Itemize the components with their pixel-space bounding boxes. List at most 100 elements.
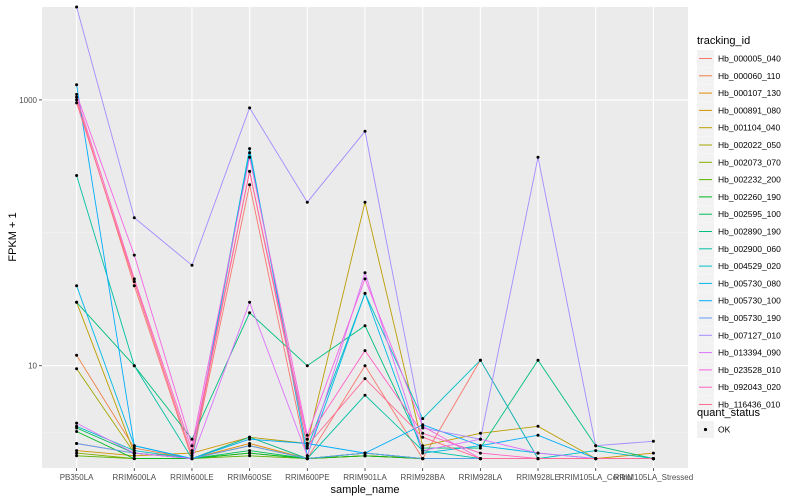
- data-point: [363, 454, 367, 458]
- data-point: [75, 424, 79, 428]
- data-point: [305, 200, 309, 204]
- data-point: [363, 364, 367, 368]
- legend2-point: [703, 427, 708, 432]
- data-point: [536, 433, 540, 437]
- data-point: [363, 200, 367, 204]
- x-tick-label: RRIM928BA: [400, 473, 445, 482]
- data-point: [132, 454, 136, 458]
- legend-label: Hb_013394_090: [718, 348, 781, 358]
- data-point: [248, 311, 252, 315]
- legend-label: Hb_000060_110: [718, 71, 781, 81]
- data-point: [75, 454, 79, 458]
- legend-label: Hb_000891_080: [718, 105, 781, 115]
- legend-label: Hb_023528_010: [718, 365, 781, 375]
- y-axis-title: FPKM + 1: [7, 212, 19, 261]
- data-point: [190, 451, 194, 455]
- data-point: [75, 449, 79, 453]
- data-point: [132, 277, 136, 281]
- data-point: [363, 324, 367, 328]
- legend-title: tracking_id: [697, 35, 750, 47]
- x-tick-label: RRIM600LA: [112, 473, 156, 482]
- legend-label: Hb_004529_020: [718, 261, 781, 271]
- x-axis-ticks: PB350LA RRIM600LA RRIM600LE RRIM600SE RRIM60…: [60, 468, 693, 482]
- data-point: [75, 442, 79, 445]
- y-tick-label: 10: [28, 362, 37, 371]
- legend-label: Hb_002890_190: [718, 227, 781, 237]
- data-point: [190, 437, 194, 441]
- y-tick-label: 1000: [19, 96, 37, 105]
- data-point: [305, 437, 309, 441]
- legend2-title: quant_status: [697, 407, 760, 419]
- legend-label: Hb_005730_190: [718, 313, 781, 323]
- data-point: [421, 435, 425, 439]
- data-point: [305, 454, 309, 458]
- data-point: [305, 457, 309, 461]
- data-point: [132, 364, 136, 368]
- data-point: [536, 155, 540, 159]
- data-point: [421, 431, 425, 435]
- data-point: [594, 444, 598, 448]
- data-point: [363, 291, 367, 295]
- legend-label: Hb_005730_080: [718, 278, 781, 288]
- data-point: [363, 393, 367, 397]
- data-point: [248, 449, 252, 453]
- x-tick-label: RRIM901LA: [343, 473, 387, 482]
- data-point: [536, 457, 540, 461]
- data-point: [132, 451, 136, 455]
- data-point: [478, 431, 482, 435]
- data-point: [536, 358, 540, 362]
- tracking-id-legend: tracking_id Hb_000005_040 Hb_000060_110 Hb…: [697, 35, 781, 413]
- data-point: [75, 430, 79, 433]
- data-point: [478, 358, 482, 362]
- data-point: [305, 442, 309, 445]
- legend-label: Hb_002900_060: [718, 244, 781, 254]
- data-point: [75, 284, 79, 288]
- data-point: [75, 83, 79, 87]
- data-point: [190, 263, 194, 267]
- data-point: [363, 129, 367, 133]
- legend-label: Hb_116436_010: [718, 400, 781, 410]
- data-point: [536, 451, 540, 455]
- data-point: [363, 377, 367, 381]
- data-point: [75, 101, 79, 105]
- data-point: [75, 367, 79, 371]
- data-point: [363, 277, 367, 281]
- data-point: [421, 446, 425, 450]
- data-point: [248, 300, 252, 304]
- data-point: [651, 439, 655, 443]
- data-point: [248, 155, 252, 159]
- data-point: [248, 454, 252, 458]
- quant-status-legend: quant_status OK: [697, 407, 760, 438]
- data-point: [478, 457, 482, 461]
- data-point: [75, 98, 79, 102]
- data-point: [132, 280, 136, 283]
- data-point: [75, 300, 79, 304]
- data-point: [190, 457, 194, 461]
- data-point: [190, 444, 194, 448]
- data-points: [75, 5, 655, 461]
- data-point: [248, 106, 252, 110]
- x-tick-label: RRIM105LA_Stressed: [614, 473, 694, 482]
- data-point: [75, 5, 79, 9]
- data-point: [421, 417, 425, 421]
- data-point: [248, 147, 252, 151]
- x-tick-label: RRIM105LA_Control: [559, 473, 633, 482]
- data-point: [132, 216, 136, 220]
- data-point: [248, 183, 252, 187]
- legend-label: Hb_007127_010: [718, 330, 781, 340]
- data-point: [594, 449, 598, 453]
- data-point: [190, 454, 194, 458]
- data-point: [75, 353, 79, 357]
- data-point: [536, 424, 540, 428]
- legend2-label: OK: [718, 425, 731, 435]
- x-tick-label: PB350LA: [60, 473, 94, 482]
- data-point: [478, 444, 482, 448]
- x-tick-label: RRIM600SE: [227, 473, 271, 482]
- data-point: [248, 444, 252, 448]
- data-point: [478, 446, 482, 450]
- data-point: [651, 457, 655, 461]
- legend-label: Hb_001104_040: [718, 123, 781, 133]
- x-tick-label: RRIM600LE: [170, 473, 214, 482]
- data-point: [132, 457, 136, 461]
- data-point: [363, 271, 367, 275]
